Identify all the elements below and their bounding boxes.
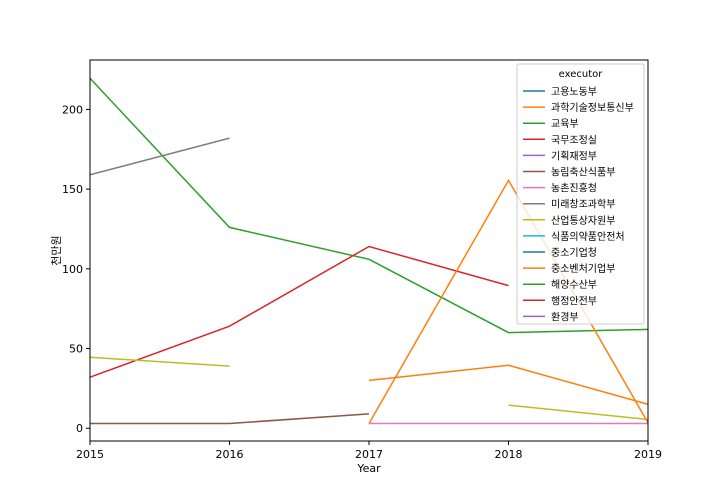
- legend-entry: 산업통상자원부: [551, 214, 615, 227]
- y-tick-label: 200: [62, 103, 83, 116]
- legend-title: executor: [559, 69, 604, 80]
- legend-entry: 고용노동부: [551, 86, 597, 98]
- legend-entry: 농촌진흥청: [551, 182, 597, 195]
- legend-entry: 기획재정부: [551, 150, 597, 162]
- x-axis-label: Year: [356, 462, 381, 475]
- legend-entry: 식품의약품안전처: [551, 231, 625, 243]
- y-axis-label: 천만원: [49, 235, 63, 265]
- x-tick-label: 2019: [634, 448, 662, 461]
- series-line-8-0: [90, 356, 230, 367]
- series-line-8-1: [508, 404, 648, 421]
- legend: executor 고용노동부과학기술정보통신부교육부국무조정실기획재정부농림축산…: [516, 63, 645, 325]
- legend-entry: 과학기술정보통신부: [551, 102, 634, 114]
- legend-entry: 미래창조과학부: [551, 199, 615, 211]
- y-tick-label: 150: [62, 183, 83, 196]
- series-line-5-0: [90, 413, 370, 425]
- x-tick-label: 2018: [495, 448, 523, 461]
- legend-entry: 중소벤처기업부: [551, 262, 615, 275]
- series-line-3-0: [90, 245, 509, 378]
- legend-entry: 농림축산식품부: [551, 167, 615, 179]
- series-line-1-0: [368, 364, 648, 406]
- series-line-11-0: [368, 178, 648, 424]
- y-tick-label: 100: [62, 263, 83, 276]
- x-axis-ticks: 2015 2016 2017 2018 2019: [76, 441, 662, 461]
- legend-entry: 해양수산부: [551, 278, 597, 291]
- legend-entry: 교육부: [551, 118, 579, 130]
- series-lines: [90, 77, 648, 425]
- series-line-7-0: [90, 137, 230, 176]
- series-line-2-0: [90, 77, 648, 334]
- legend-box: [516, 63, 645, 325]
- x-tick-label: 2015: [76, 448, 104, 461]
- x-tick-label: 2017: [355, 448, 383, 461]
- legend-entry: 국무조정실: [551, 134, 597, 146]
- x-tick-label: 2016: [216, 448, 244, 461]
- y-tick-label: 50: [69, 343, 83, 356]
- legend-entry: 중소기업청: [551, 246, 597, 259]
- legend-entry: 환경부: [551, 310, 579, 323]
- legend-items: 고용노동부과학기술정보통신부교육부국무조정실기획재정부농림축산식품부농촌진흥청미…: [523, 86, 634, 323]
- y-tick-label: 0: [76, 422, 83, 435]
- legend-entry: 행정안전부: [551, 295, 597, 307]
- y-axis-ticks: 0 50 100 150 200: [62, 103, 90, 435]
